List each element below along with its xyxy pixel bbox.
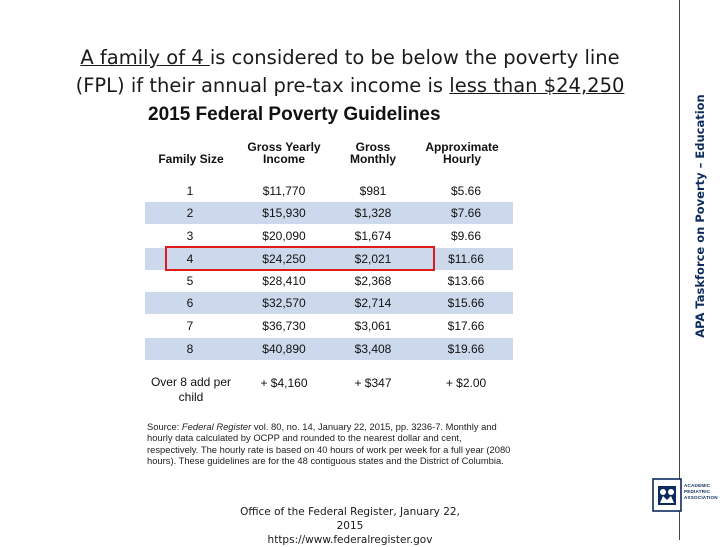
sidebar: APA Taskforce on Poverty – Education (679, 0, 720, 540)
over-8-yearly: + $4,160 (260, 376, 308, 390)
source-prefix: Source: (147, 421, 182, 432)
table-row-highlighted: 4 $24,250 $2,021 $11.66 (145, 248, 513, 270)
cell-family-size: 4 (186, 252, 194, 266)
slide-title: A family of 4 is considered to be below … (70, 44, 630, 100)
over-8-label-line1: Over 8 add per (150, 375, 232, 389)
header-approx-hourly-line2: Hourly (442, 152, 481, 166)
over-8-hourly: + $2.00 (445, 376, 487, 390)
cell-approx-hourly: $13.66 (447, 274, 485, 288)
cell-gross-monthly: $981 (359, 184, 387, 198)
header-gross-yearly-line2: Income (262, 152, 305, 166)
title-part-2: is considered to be below the poverty li… (75, 46, 620, 97)
citation-caption: Office of the Federal Register, January … (230, 505, 470, 547)
source-journal: Federal Register (181, 421, 252, 432)
over-8-label-line2: child (178, 390, 204, 404)
header-gross-monthly-line1: Gross (355, 140, 391, 154)
cell-gross-monthly: $2,368 (354, 274, 392, 288)
over-8-monthly: + $347 (354, 376, 392, 390)
table-row: 1 $11,770 $981 $5.66 (145, 180, 513, 202)
cell-gross-yearly: $32,570 (262, 296, 306, 310)
cell-gross-yearly: $28,410 (262, 274, 306, 288)
cell-approx-hourly: $9.66 (450, 229, 482, 243)
cell-gross-yearly: $40,890 (262, 342, 306, 356)
cell-gross-yearly: $15,930 (262, 206, 306, 220)
table-row: 6 $32,570 $2,714 $15.66 (145, 292, 513, 314)
table-row: 2 $15,930 $1,328 $7.66 (145, 202, 513, 224)
cell-approx-hourly: $17.66 (447, 319, 485, 333)
cell-family-size: 3 (186, 229, 194, 243)
apa-logo: ACADEMIC PEDIATRIC ASSOCIATION (650, 476, 720, 516)
header-family-size: Family Size (158, 152, 224, 166)
poverty-guidelines-document: 2015 Federal Poverty Guidelines Family S… (143, 100, 520, 490)
cell-gross-monthly: $1,674 (354, 229, 392, 243)
cell-family-size: 6 (186, 296, 194, 310)
cell-gross-monthly: $3,061 (354, 319, 392, 333)
cell-gross-yearly: $11,770 (262, 184, 306, 198)
table-row: 5 $28,410 $2,368 $13.66 (145, 270, 513, 292)
cell-family-size: 1 (186, 184, 194, 198)
cell-family-size: 8 (186, 342, 194, 356)
header-approx-hourly-line1: Approximate (425, 140, 499, 154)
table-row: 7 $36,730 $3,061 $17.66 (145, 315, 513, 337)
cell-family-size: 5 (186, 274, 194, 288)
caption-line-1: Office of the Federal Register, January … (240, 506, 460, 532)
cell-approx-hourly: $7.66 (450, 206, 482, 220)
cell-gross-yearly: $20,090 (262, 229, 306, 243)
table-heading: 2015 Federal Poverty Guidelines (148, 104, 441, 125)
cell-gross-monthly: $2,021 (354, 252, 392, 266)
table-row: 3 $20,090 $1,674 $9.66 (145, 225, 513, 247)
cell-gross-yearly: $24,250 (262, 252, 306, 266)
cell-gross-monthly: $3,408 (354, 342, 392, 356)
sidebar-vertical-text: APA Taskforce on Poverty – Education (693, 94, 707, 338)
family-of-4-highlight-box (165, 246, 435, 271)
source-note: Source: Federal Register vol. 80, no. 14… (147, 421, 515, 467)
title-part-1: A family of 4 (80, 46, 210, 69)
table-row: 8 $40,890 $3,408 $19.66 (145, 338, 513, 360)
source-rest: vol. 80, no. 14, January 22, 2015, pp. 3… (147, 421, 511, 467)
cell-approx-hourly: $19.66 (447, 342, 485, 356)
title-part-3: less than $24,250 (449, 74, 625, 97)
cell-approx-hourly: $15.66 (447, 296, 485, 310)
cell-approx-hourly: $11.66 (448, 252, 484, 266)
cell-family-size: 2 (186, 206, 194, 220)
cell-approx-hourly: $5.66 (450, 184, 482, 198)
apa-emblem-icon (652, 478, 682, 512)
cell-gross-monthly: $1,328 (354, 206, 392, 220)
logo-text: ACADEMIC PEDIATRIC ASSOCIATION (684, 483, 718, 500)
caption-line-2: https://www.federalregister.gov (267, 534, 433, 546)
cell-gross-yearly: $36,730 (262, 319, 306, 333)
cell-gross-monthly: $2,714 (354, 296, 392, 310)
cell-family-size: 7 (186, 319, 194, 333)
header-gross-monthly-line2: Monthly (350, 152, 396, 166)
header-gross-yearly-line1: Gross Yearly (247, 140, 321, 154)
